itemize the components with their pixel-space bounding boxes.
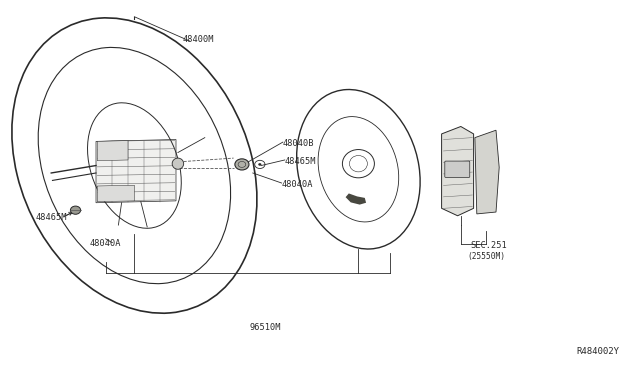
Polygon shape <box>97 141 128 161</box>
Text: 48400M: 48400M <box>182 35 214 44</box>
Text: 48040A: 48040A <box>90 239 121 248</box>
Text: 48040B: 48040B <box>283 139 314 148</box>
Ellipse shape <box>259 163 262 166</box>
Polygon shape <box>97 185 134 202</box>
Text: R484002Y: R484002Y <box>576 347 619 356</box>
Text: (25550M): (25550M) <box>467 252 505 261</box>
Text: 48465M: 48465M <box>35 213 67 222</box>
FancyBboxPatch shape <box>445 161 470 177</box>
Polygon shape <box>475 130 499 214</box>
Text: 96510M: 96510M <box>250 323 281 332</box>
Polygon shape <box>442 126 474 216</box>
Ellipse shape <box>235 159 249 170</box>
Text: SEC.251: SEC.251 <box>470 241 507 250</box>
Polygon shape <box>96 140 176 203</box>
Text: 48040A: 48040A <box>282 180 313 189</box>
Text: 48465M: 48465M <box>285 157 316 166</box>
Ellipse shape <box>172 158 184 169</box>
Ellipse shape <box>70 206 81 214</box>
Polygon shape <box>346 193 366 205</box>
